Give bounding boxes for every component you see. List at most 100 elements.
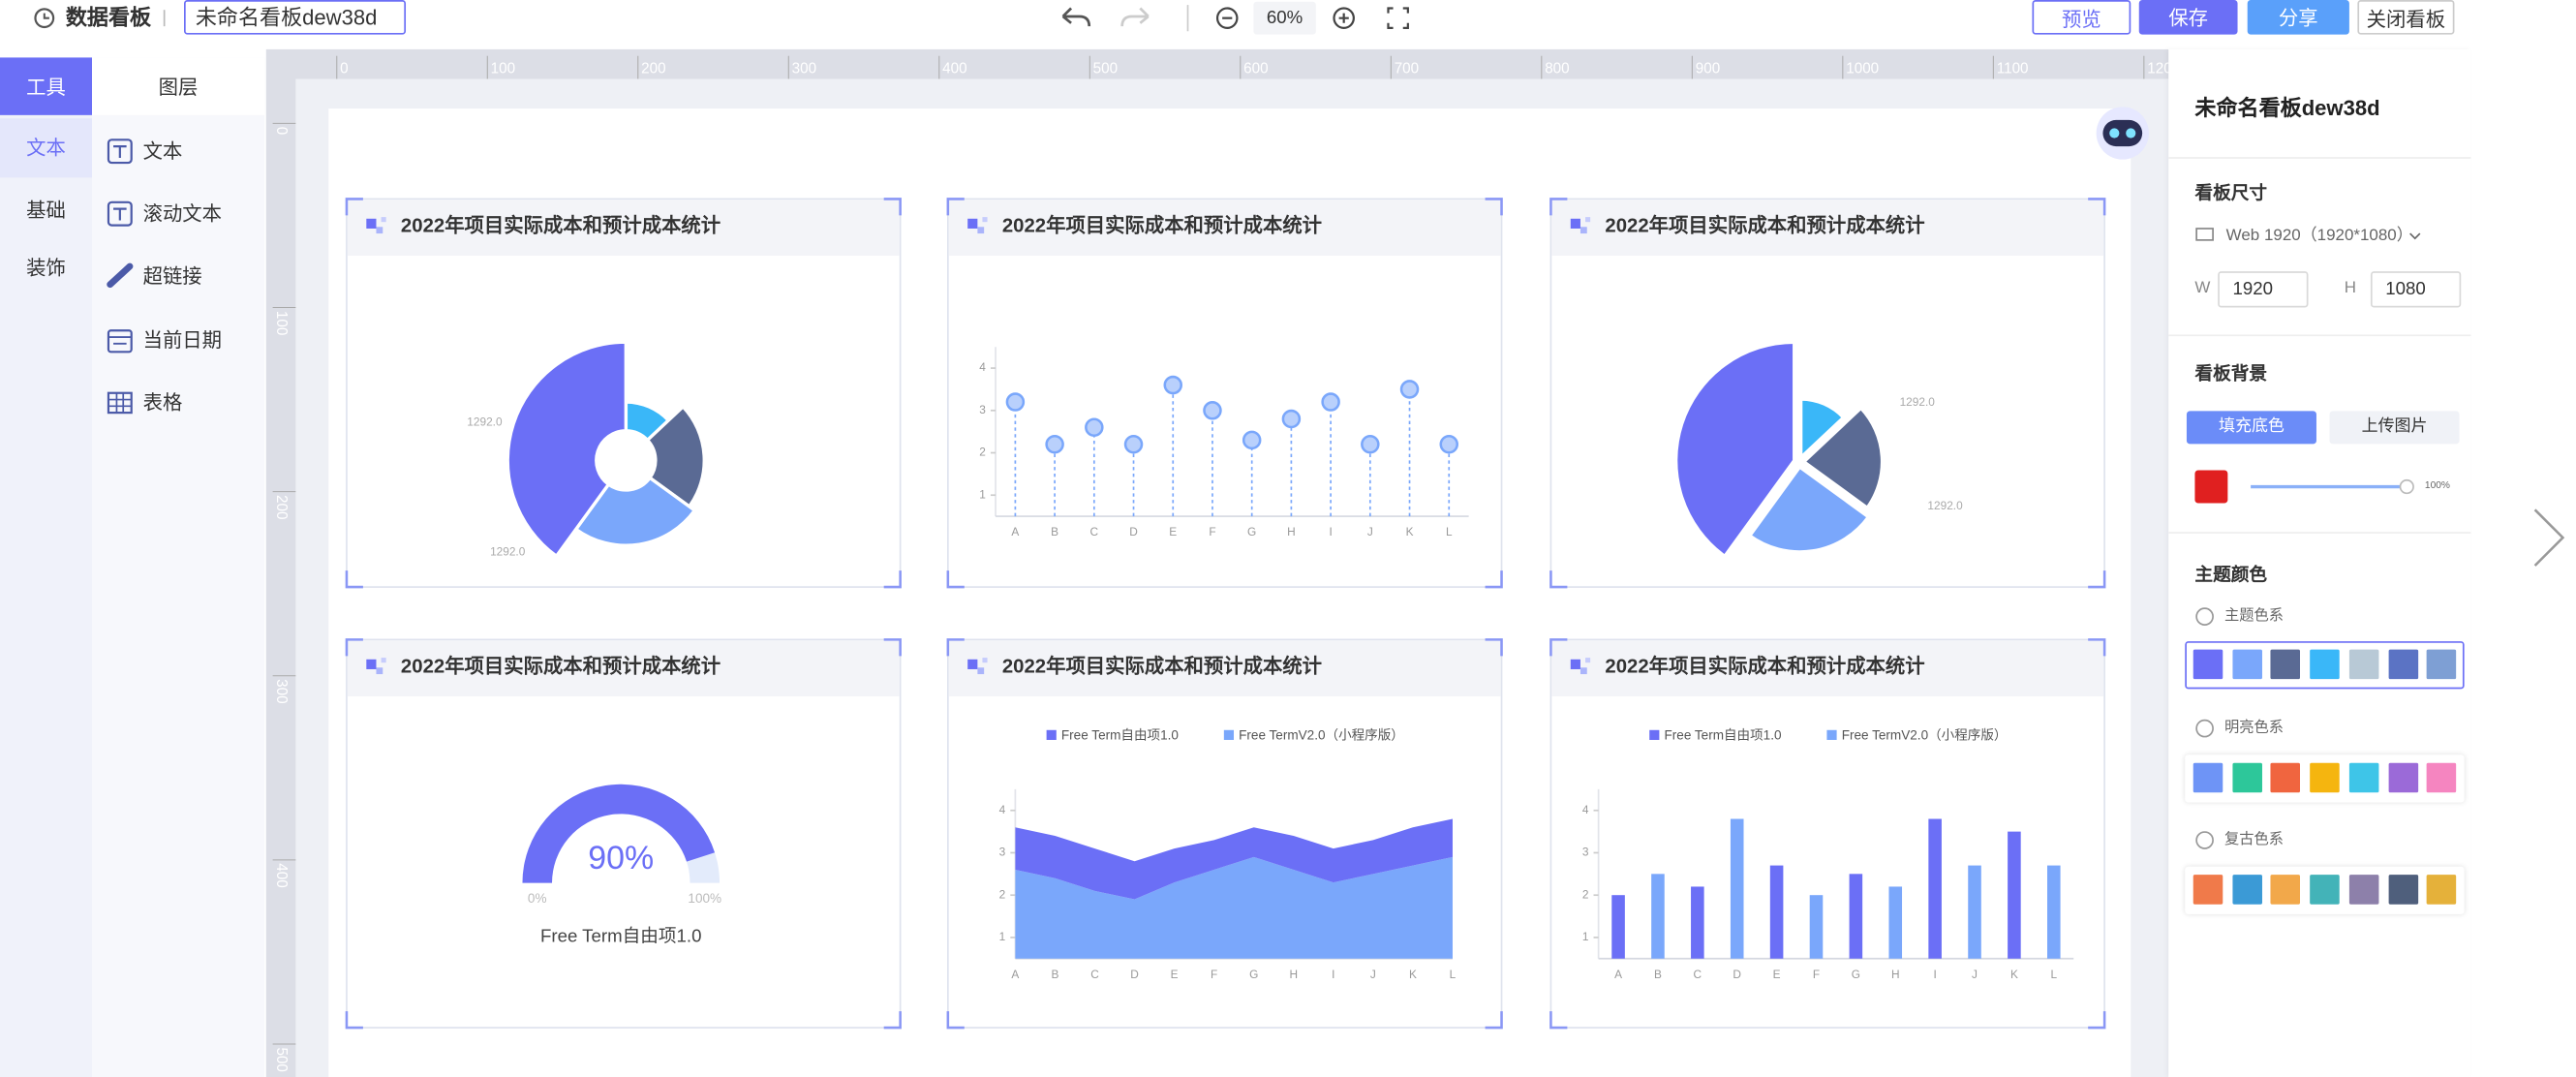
header-button[interactable]: 分享 bbox=[2247, 0, 2349, 35]
palette-swatch bbox=[2193, 875, 2223, 905]
ruler-label: 200 bbox=[273, 495, 290, 519]
gauge-max-label: 100% bbox=[688, 891, 721, 906]
y-tick-label: 4 bbox=[1582, 803, 1589, 816]
sidebar-group[interactable]: 基础 bbox=[0, 181, 92, 240]
size-select[interactable]: Web 1920（1920*1080） bbox=[2185, 224, 2415, 250]
point bbox=[1242, 430, 1262, 450]
panel-title: 未命名看板dew38d bbox=[2194, 95, 2380, 120]
header-button[interactable]: 关闭看板 bbox=[2357, 0, 2455, 35]
bar bbox=[1769, 865, 1784, 959]
y-tick-label: 1 bbox=[979, 487, 986, 501]
title-icon bbox=[1570, 659, 1580, 669]
fill-color-button[interactable]: 填充底色 bbox=[2186, 411, 2316, 445]
bar bbox=[1730, 818, 1744, 959]
legend-swatch bbox=[1223, 729, 1235, 740]
ruler-top bbox=[265, 48, 2169, 79]
x-tick-label: I bbox=[1933, 968, 1936, 981]
palette-option[interactable] bbox=[2185, 641, 2465, 690]
slice-label: 1292.0 bbox=[490, 545, 526, 559]
widget-frame bbox=[1549, 638, 2105, 1029]
sidebar-group-label: 基础 bbox=[26, 199, 66, 223]
widget: 2022年项目实际成本和预计成本统计 1292.0 1292.0 bbox=[345, 198, 902, 589]
zoom-box[interactable]: 60% bbox=[1253, 1, 1316, 35]
board-name-input[interactable]: 未命名看板dew38d bbox=[184, 0, 407, 35]
x-tick-label: J bbox=[1972, 968, 1978, 981]
palette-name: 明亮色系 bbox=[2223, 718, 2285, 735]
widget: 2022年项目实际成本和预计成本统计 1 2 3 4 A B C D E F G H I J K L Free T… bbox=[946, 638, 1503, 1030]
number-value: 1920 bbox=[2232, 279, 2273, 299]
sidebar-group[interactable]: 文本 bbox=[0, 118, 93, 178]
sidebar-group[interactable]: 装饰 bbox=[0, 238, 92, 297]
tool-item[interactable]: 文本 bbox=[99, 132, 260, 171]
widget-header bbox=[948, 200, 1501, 256]
number-input[interactable]: 1920 bbox=[2218, 271, 2309, 308]
y-tick-label: 1 bbox=[999, 930, 1006, 943]
header-button[interactable]: 预览 bbox=[2032, 0, 2131, 35]
title-icon bbox=[381, 217, 386, 223]
title-icon bbox=[967, 659, 978, 669]
tab-tools[interactable]: 工具 bbox=[0, 57, 93, 115]
pie-slice bbox=[506, 340, 629, 559]
y-tick-label: 2 bbox=[979, 446, 986, 459]
palette-icon bbox=[2195, 719, 2214, 738]
widget-corners bbox=[946, 638, 1503, 1030]
zoom-out-button bbox=[1215, 7, 1239, 29]
fullscreen-button bbox=[1387, 7, 1409, 29]
y-tick-label: 3 bbox=[1582, 846, 1589, 859]
x-tick-label: J bbox=[1367, 525, 1373, 538]
bar bbox=[2047, 865, 2061, 959]
widget-title: 2022年项目实际成本和预计成本统计 bbox=[401, 214, 721, 237]
logo-icon-hand bbox=[43, 13, 49, 19]
palette-swatch bbox=[2231, 875, 2262, 905]
header-button-label: 预览 bbox=[2061, 8, 2101, 32]
x-tick-label: K bbox=[1409, 968, 1417, 981]
legend-swatch bbox=[1046, 729, 1057, 740]
palette-icon bbox=[2195, 831, 2214, 849]
gauge-min-label: 0% bbox=[528, 891, 547, 906]
bar bbox=[1849, 874, 1863, 959]
redo-button bbox=[1120, 7, 1150, 27]
undo-button bbox=[1061, 7, 1091, 27]
legend-label: Free TermV2.0（小程序版） bbox=[1842, 727, 2008, 742]
upload-image-button[interactable]: 上传图片 bbox=[2329, 411, 2460, 445]
ruler-label: 0 bbox=[340, 60, 348, 77]
ruler-label: 400 bbox=[273, 863, 290, 887]
x-tick-label: E bbox=[1171, 968, 1179, 981]
number-input[interactable]: 1080 bbox=[2370, 271, 2462, 308]
tool-item[interactable]: 当前日期 bbox=[99, 321, 260, 360]
point bbox=[1361, 435, 1380, 454]
point bbox=[1005, 392, 1026, 412]
tool-item-label: 超链接 bbox=[142, 264, 202, 289]
widget: 2022年项目实际成本和预计成本统计 1 2 3 4 A B C D E F G H I J K L bbox=[946, 198, 1503, 589]
bot-eye bbox=[2126, 128, 2136, 138]
widget-header bbox=[1551, 200, 2104, 256]
title-icon bbox=[1585, 658, 1591, 663]
bar bbox=[1928, 818, 1942, 959]
header-button[interactable]: 保存 bbox=[2138, 0, 2238, 35]
button-label: 上传图片 bbox=[2361, 417, 2428, 436]
sidebar-tabs-bg bbox=[0, 57, 93, 1077]
y-tick-label: 2 bbox=[999, 887, 1006, 901]
x-tick-label: D bbox=[1733, 968, 1741, 981]
bg-color-swatch[interactable] bbox=[2194, 470, 2228, 504]
x-tick-label: F bbox=[1209, 525, 1215, 538]
widget-title: 2022年项目实际成本和预计成本统计 bbox=[1002, 214, 1322, 237]
tool-item-label: 表格 bbox=[142, 391, 183, 415]
tool-item[interactable]: 表格 bbox=[99, 384, 260, 423]
header-icons bbox=[34, 5, 1409, 32]
tool-item[interactable]: 滚动文本 bbox=[99, 194, 260, 233]
legend-swatch bbox=[1826, 729, 1837, 740]
tool-item[interactable]: 超链接 bbox=[99, 257, 260, 296]
title-icon bbox=[366, 659, 377, 669]
palette-swatch bbox=[2348, 762, 2379, 793]
widget-corners bbox=[1549, 638, 2106, 1030]
gauge-value bbox=[522, 784, 716, 883]
monitor-icon bbox=[2195, 228, 2214, 241]
number-value: 1080 bbox=[2385, 279, 2426, 299]
palette-swatch bbox=[2231, 762, 2262, 793]
palette-swatch bbox=[2387, 649, 2418, 680]
widget-title: 2022年项目实际成本和预计成本统计 bbox=[1605, 214, 1924, 237]
x-tick-label: G bbox=[1852, 968, 1860, 981]
tab-layers[interactable]: 图层 bbox=[92, 57, 265, 115]
